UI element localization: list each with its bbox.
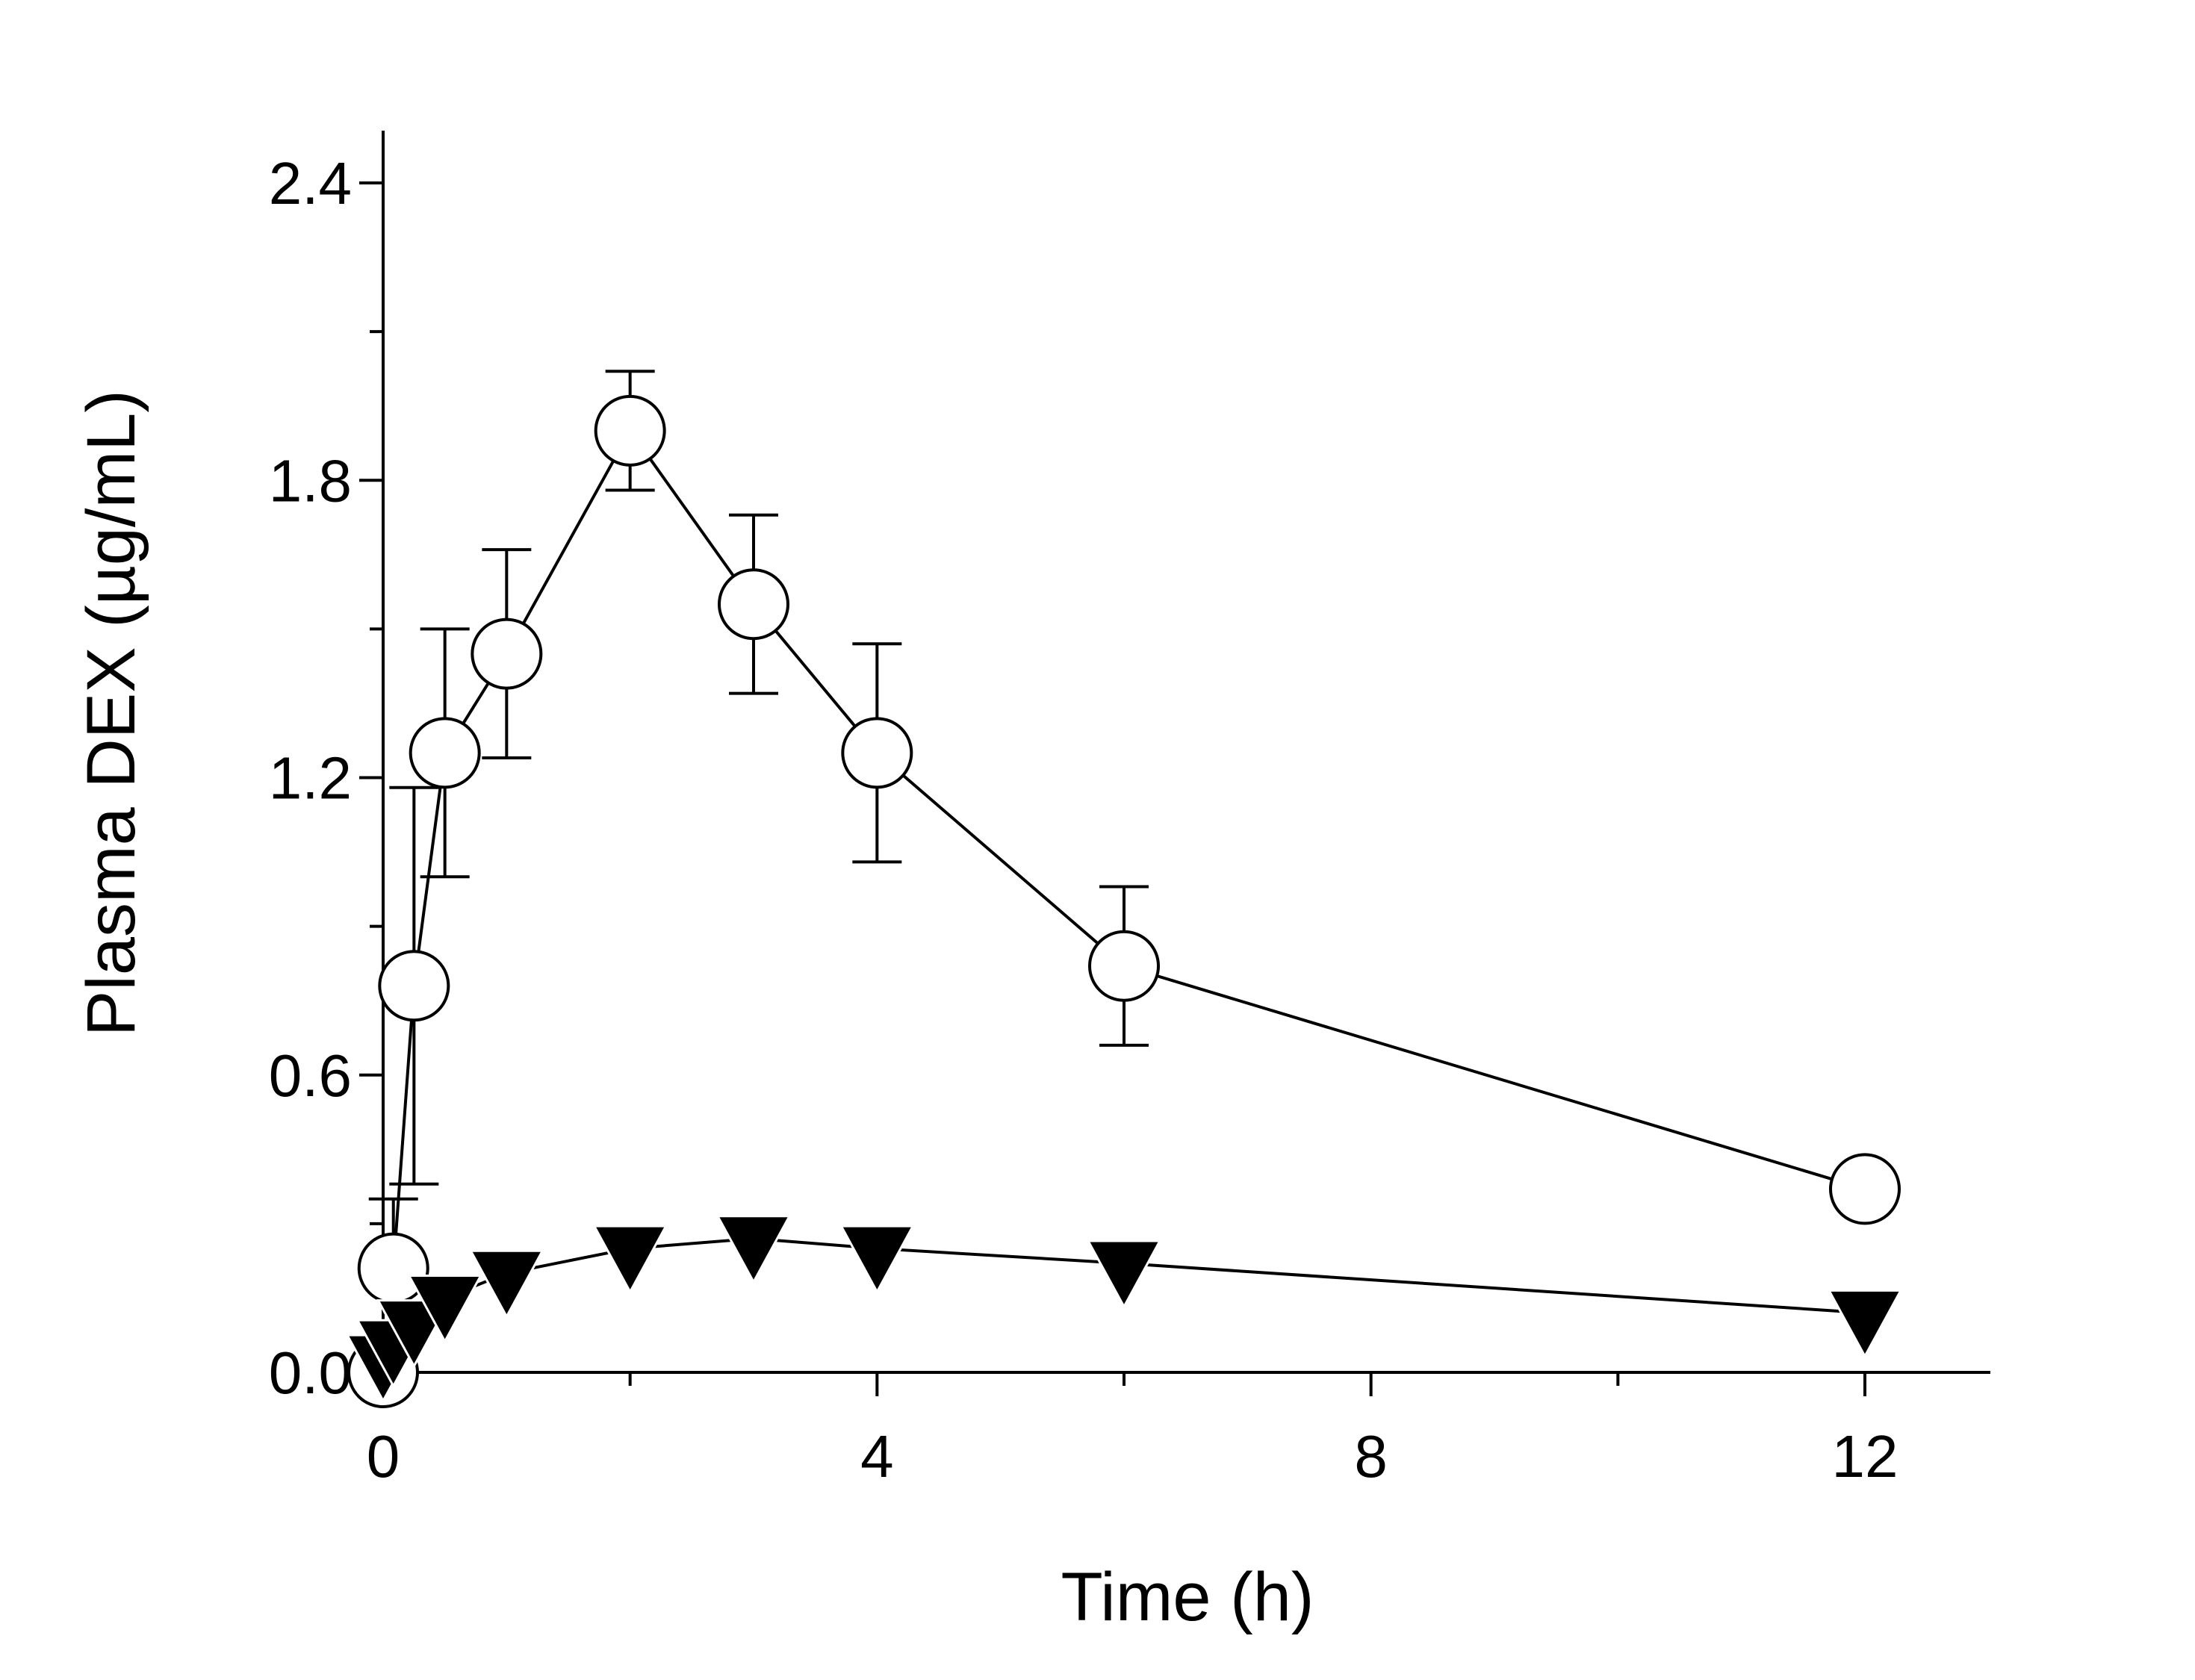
x-tick-label: 4 [860, 1423, 894, 1490]
x-tick-label: 12 [1832, 1423, 1898, 1490]
y-tick-label: 0.0 [269, 1340, 352, 1406]
x-tick-label: 8 [1354, 1423, 1388, 1490]
data-point [1827, 1289, 1903, 1359]
data-point [592, 1225, 668, 1295]
series-line [382, 428, 1866, 1373]
y-tick-label: 0.6 [269, 1042, 352, 1109]
series-2 [345, 1215, 1903, 1404]
x-tick-label: 0 [367, 1423, 400, 1490]
axes: 0.0 0.6 1.2 1.8 2.4 0 4 8 12 [269, 131, 1990, 1490]
data-point [718, 568, 789, 641]
data-point [471, 617, 543, 690]
data-point [1088, 930, 1160, 1002]
plot-area [345, 370, 1903, 1408]
y-tick-label: 2.4 [269, 150, 352, 217]
data-point [839, 1225, 915, 1295]
y-tick-label: 1.8 [269, 447, 352, 514]
data-point [407, 1274, 483, 1344]
x-axis-title: Time (h) [1061, 1559, 1314, 1635]
data-point [1829, 1153, 1901, 1225]
data-point [715, 1215, 792, 1284]
y-axis-title: Plasma DEX (µg/mL) [73, 390, 149, 1036]
data-point [468, 1249, 544, 1319]
data-point [1086, 1239, 1162, 1310]
data-point [594, 394, 666, 467]
y-tick-label: 1.2 [269, 745, 352, 812]
data-point [841, 717, 913, 789]
data-point [378, 950, 450, 1022]
data-point [409, 717, 481, 789]
